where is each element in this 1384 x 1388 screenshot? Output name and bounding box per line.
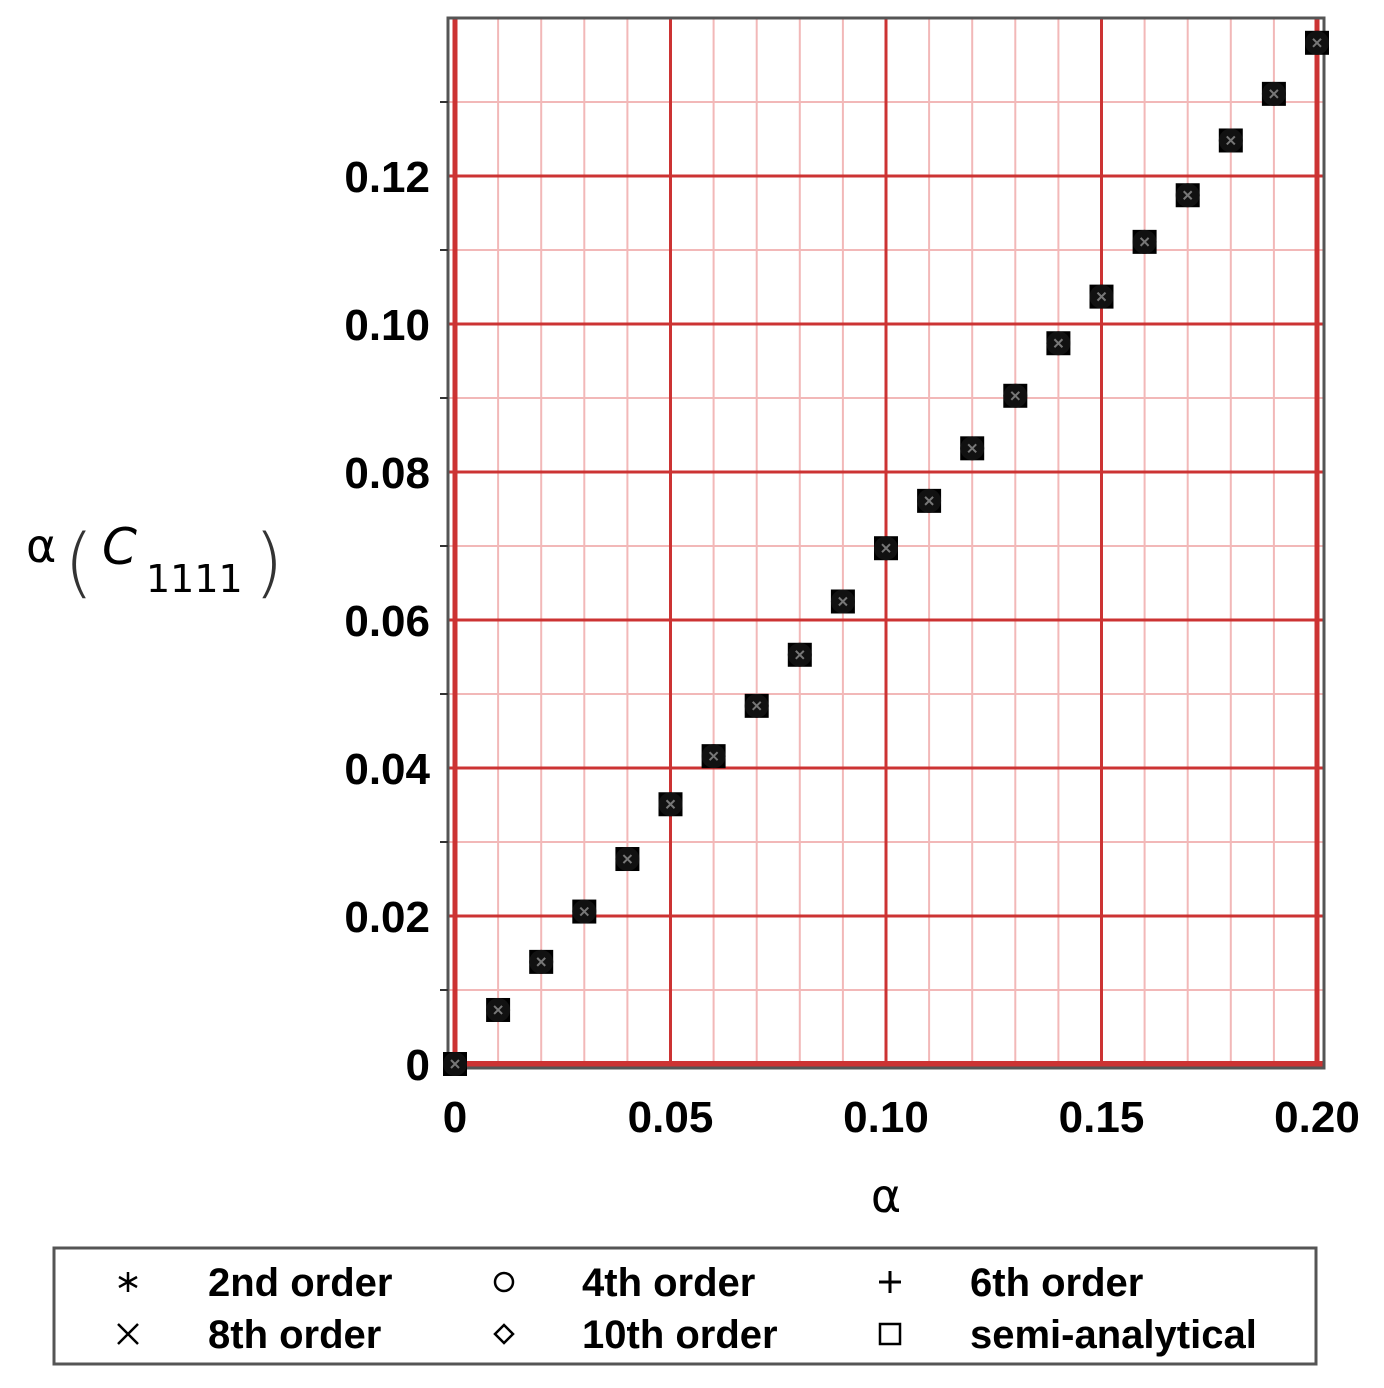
x-axis-label: α bbox=[871, 1169, 901, 1223]
data-point-cross bbox=[665, 799, 676, 809]
data-point-cross bbox=[967, 443, 977, 454]
data-point bbox=[1218, 128, 1243, 153]
legend-label: 8th order bbox=[208, 1313, 381, 1357]
data-point bbox=[529, 949, 554, 974]
data-point bbox=[787, 642, 812, 667]
data-point bbox=[1132, 229, 1157, 254]
data-point bbox=[615, 847, 640, 872]
data-point bbox=[658, 792, 683, 817]
data-point-cross bbox=[450, 1059, 460, 1069]
data-point bbox=[830, 589, 855, 614]
y-axis-label-symbol: C bbox=[102, 518, 137, 576]
y-axis-label: α ( C 1111 ) bbox=[26, 517, 284, 606]
data-point-cross bbox=[1182, 190, 1193, 200]
legend-item: 10th order bbox=[493, 1313, 778, 1357]
legend-marker-square-icon bbox=[878, 1322, 902, 1346]
data-point bbox=[1305, 30, 1329, 55]
legend: 2nd order 4th order 6th order 8th order 10th… bbox=[117, 1261, 1257, 1357]
data-point-cross bbox=[924, 496, 934, 506]
y-tick-label: 0 bbox=[406, 1041, 430, 1090]
y-tick-label: 0.02 bbox=[344, 893, 430, 942]
y-tick-label: 0.08 bbox=[344, 449, 430, 498]
y-tick-label: 0.06 bbox=[344, 597, 430, 646]
data-point-cross bbox=[1139, 237, 1150, 247]
legend-item: 6th order bbox=[879, 1261, 1143, 1305]
x-tick-labels: 0 0.05 0.10 0.15 0.20 bbox=[443, 1093, 1360, 1142]
data-point bbox=[960, 436, 985, 461]
x-tick-label: 0 bbox=[443, 1093, 467, 1142]
legend-marker-asterisk-icon bbox=[118, 1272, 138, 1292]
legend-item: semi-analytical bbox=[878, 1313, 1257, 1357]
data-point-cross bbox=[536, 957, 546, 967]
x-tick-label: 0.15 bbox=[1059, 1093, 1145, 1142]
data-points bbox=[443, 30, 1329, 1076]
data-point-cross bbox=[1269, 89, 1279, 99]
y-tick-label: 0.10 bbox=[344, 301, 430, 350]
legend-label: semi-analytical bbox=[970, 1313, 1257, 1357]
data-point bbox=[917, 488, 942, 513]
data-point-cross bbox=[1226, 135, 1236, 146]
y-axis-label-open-paren: ( bbox=[64, 517, 94, 606]
legend-label: 6th order bbox=[970, 1261, 1143, 1305]
y-tick-label: 0.04 bbox=[344, 745, 430, 794]
data-point bbox=[1046, 331, 1071, 356]
data-point bbox=[1089, 284, 1114, 309]
y-axis-label-subscript: 1111 bbox=[146, 557, 243, 601]
legend-label: 2nd order bbox=[208, 1261, 392, 1305]
x-tick-label: 0.20 bbox=[1274, 1093, 1360, 1142]
data-point bbox=[1003, 383, 1028, 408]
x-tick-label: 0.10 bbox=[843, 1093, 929, 1142]
data-point-cross bbox=[622, 854, 633, 864]
plot-frame bbox=[446, 16, 1326, 1070]
legend-marker-cross-icon bbox=[117, 1323, 139, 1345]
data-point-cross bbox=[795, 650, 805, 660]
data-point bbox=[874, 536, 898, 561]
data-point-cross bbox=[1010, 391, 1021, 401]
legend-item: 8th order bbox=[117, 1313, 381, 1357]
data-point bbox=[572, 899, 597, 924]
data-point-cross bbox=[579, 906, 590, 917]
data-point bbox=[744, 693, 769, 718]
data-point bbox=[1175, 183, 1200, 208]
data-point-cross bbox=[881, 543, 891, 553]
data-point-cross bbox=[708, 751, 719, 761]
legend-marker-circle-icon bbox=[493, 1271, 515, 1293]
data-point-cross bbox=[1312, 38, 1322, 48]
y-axis-label-prefix: α bbox=[26, 519, 56, 573]
legend-item: 4th order bbox=[493, 1261, 755, 1305]
data-point-cross bbox=[751, 701, 762, 711]
y-minor-ticks bbox=[440, 101, 448, 991]
data-point-cross bbox=[493, 1005, 503, 1015]
data-point-cross bbox=[838, 596, 848, 607]
y-tick-labels: 0 0.02 0.04 0.06 0.08 0.10 0.12 bbox=[344, 153, 430, 1090]
legend-marker-diamond-icon bbox=[493, 1323, 515, 1345]
y-tick-label: 0.12 bbox=[344, 153, 430, 202]
legend-item: 2nd order bbox=[118, 1261, 392, 1305]
data-point bbox=[486, 997, 511, 1022]
legend-label: 4th order bbox=[582, 1261, 755, 1305]
data-point bbox=[1261, 81, 1286, 106]
legend-box bbox=[52, 1246, 1318, 1366]
data-point-cross bbox=[1096, 291, 1107, 302]
x-tick-label: 0.05 bbox=[628, 1093, 714, 1142]
data-point bbox=[701, 744, 726, 769]
legend-marker-plus-icon bbox=[879, 1271, 901, 1293]
y-axis-label-close-paren: ) bbox=[254, 517, 284, 606]
data-point-cross bbox=[1053, 338, 1064, 348]
major-grid bbox=[448, 18, 1324, 1068]
data-point bbox=[443, 1052, 467, 1076]
legend-label: 10th order bbox=[582, 1313, 778, 1357]
